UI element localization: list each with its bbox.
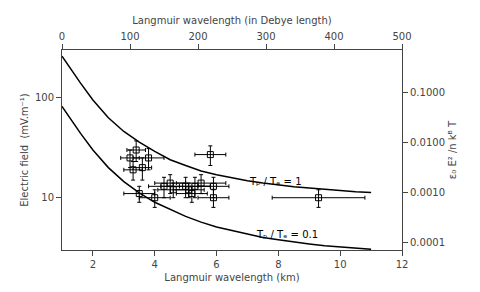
svg-text:0.0100: 0.0100 [410, 137, 445, 148]
svg-text:0.0001: 0.0001 [410, 237, 445, 248]
svg-text:10: 10 [334, 259, 347, 270]
svg-text:0.0010: 0.0010 [410, 187, 445, 198]
svg-text:Electric field (mV.m⁻¹): Electric field (mV.m⁻¹) [19, 93, 30, 207]
svg-text:Langmuir wavelength (in Debye: Langmuir wavelength (in Debye length) [132, 15, 331, 26]
svg-text:Langmuir wavelength (km): Langmuir wavelength (km) [164, 272, 299, 283]
svg-text:300: 300 [256, 31, 275, 42]
svg-text:0.1000: 0.1000 [410, 87, 445, 98]
svg-text:4: 4 [152, 259, 158, 270]
svg-text:6: 6 [213, 259, 219, 270]
svg-text:2: 2 [90, 259, 96, 270]
svg-text:12: 12 [396, 259, 409, 270]
svg-text:ε₀ E² /n kᴮ T: ε₀ E² /n kᴮ T [447, 120, 458, 179]
svg-text:500: 500 [392, 31, 411, 42]
svg-text:200: 200 [188, 31, 207, 42]
svg-text:100: 100 [35, 92, 54, 103]
svg-text:0: 0 [59, 31, 65, 42]
svg-text:400: 400 [324, 31, 343, 42]
svg-text:10: 10 [41, 192, 54, 203]
svg-text:Tₚ / Tₑ = 0.1: Tₚ / Tₑ = 0.1 [256, 229, 318, 240]
svg-text:100: 100 [120, 31, 139, 42]
svg-text:Tₚ / Tₑ = 1: Tₚ / Tₑ = 1 [249, 176, 302, 187]
svg-text:8: 8 [275, 259, 281, 270]
